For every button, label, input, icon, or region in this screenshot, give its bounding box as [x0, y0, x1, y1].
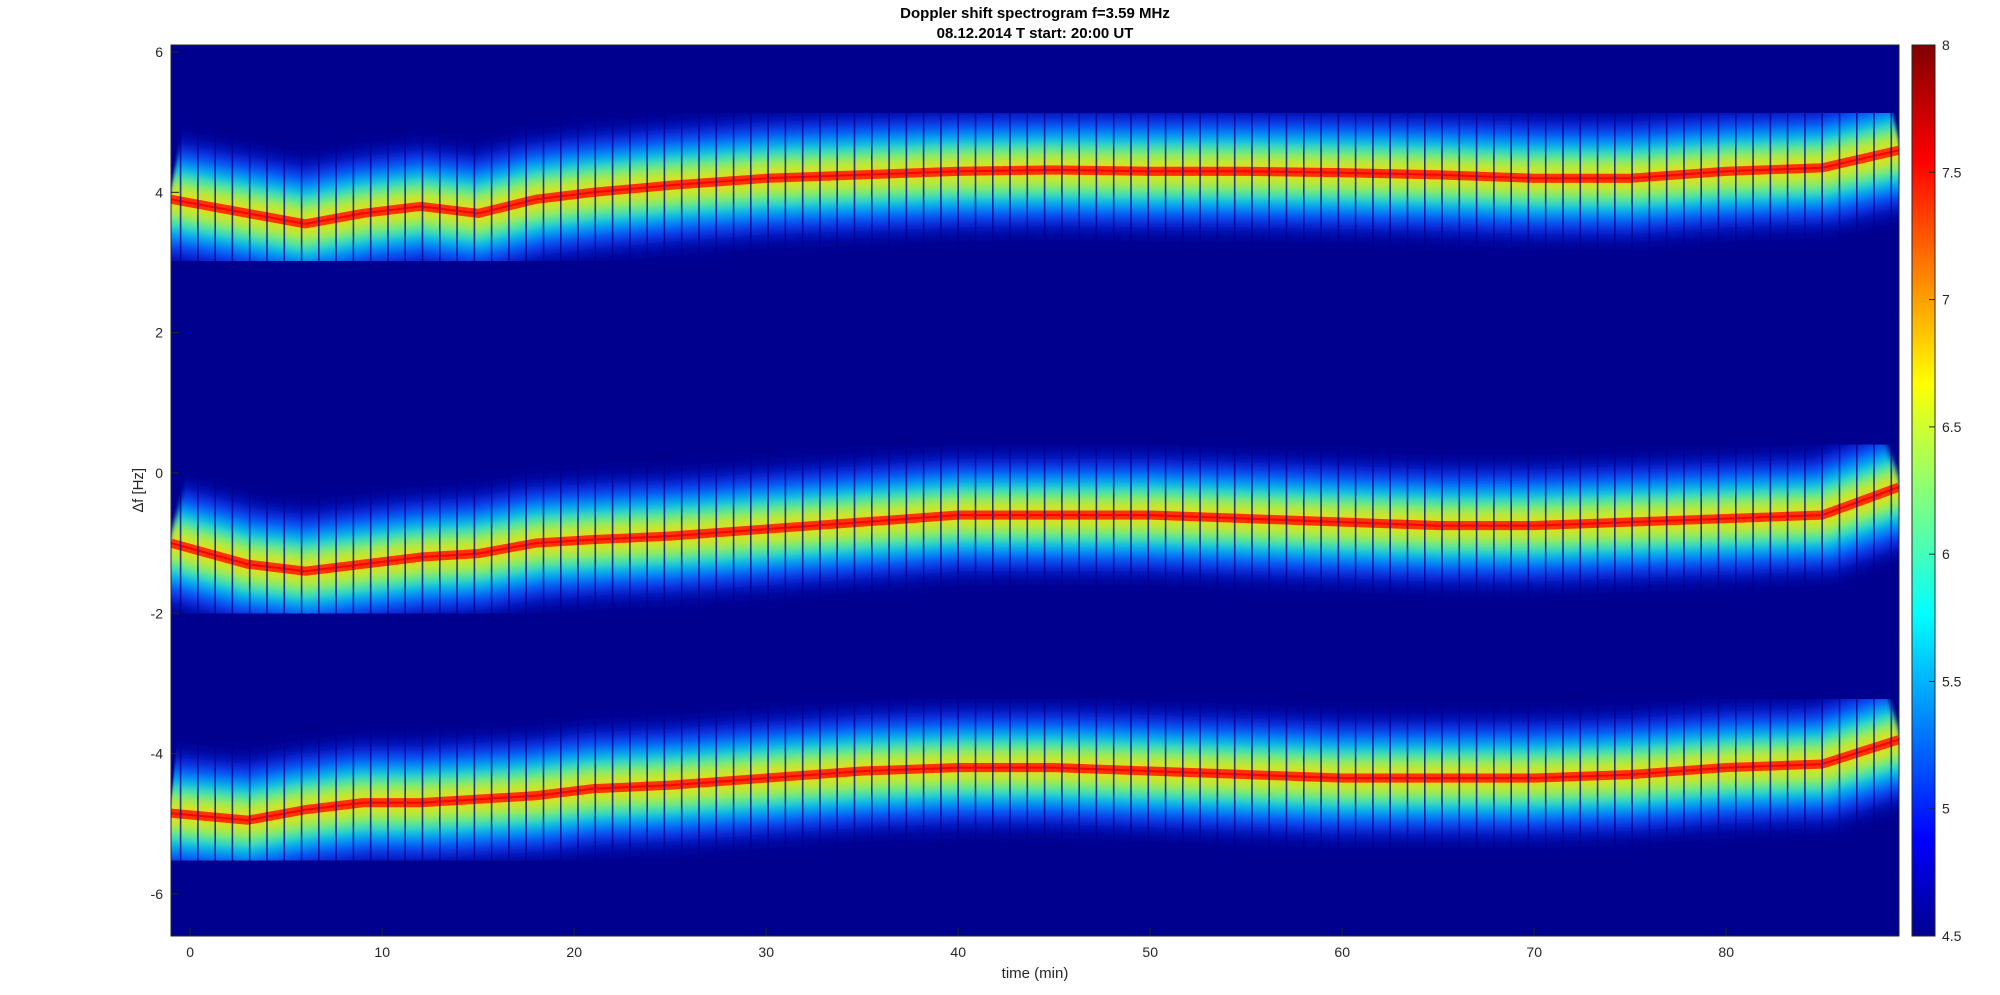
- x-tick-label: 50: [1142, 944, 1158, 960]
- y-axis-ticks: 6 4 2 0 -2 -4 -6: [151, 44, 179, 902]
- signal-band-3-trace: [171, 738, 1899, 822]
- colorbar-tick-label: 8: [1942, 37, 1950, 53]
- x-tick-label: 10: [374, 944, 390, 960]
- chart-title: Doppler shift spectrogram f=3.59 MHz: [900, 5, 1170, 22]
- x-tick-label: 30: [758, 944, 774, 960]
- signal-band-2: [171, 434, 1899, 628]
- signal-band-2-trace: [171, 486, 1899, 573]
- colorbar-tick-label: 5: [1942, 801, 1950, 817]
- y-tick-label: 6: [155, 44, 163, 60]
- colorbar-tick-label: 7: [1942, 292, 1950, 308]
- x-tick-label: 0: [186, 944, 194, 960]
- x-axis-label: time (min): [1002, 965, 1069, 982]
- colorbar-tick-label: 4.5: [1942, 928, 1962, 944]
- y-tick-label: -6: [151, 886, 164, 902]
- signal-band-3: [171, 686, 1899, 877]
- y-axis-label: ∆f [Hz]: [130, 468, 147, 512]
- x-tick-label: 20: [566, 944, 582, 960]
- x-tick-label: 40: [950, 944, 966, 960]
- y-tick-label: 4: [155, 184, 163, 200]
- y-tick-label: -2: [151, 605, 164, 621]
- plot-area: [171, 45, 1899, 936]
- colorbar-tick-label: 6.5: [1942, 419, 1962, 435]
- chart-titles: Doppler shift spectrogram f=3.59 MHz 08.…: [900, 5, 1170, 42]
- x-tick-label: 70: [1526, 944, 1542, 960]
- colorbar-tick-label: 6: [1942, 546, 1950, 562]
- plot-frame: [170, 44, 1900, 937]
- colorbar-gradient: [1911, 44, 1936, 937]
- y-tick-label: 2: [155, 325, 163, 341]
- signal-band-1: [171, 95, 1899, 281]
- x-tick-label: 60: [1334, 944, 1350, 960]
- y-tick-label: -4: [151, 746, 164, 762]
- y-tick-label: 0: [155, 465, 163, 481]
- colorbar: 8 7.5 7 6.5 6 5.5 5 4.5: [1911, 37, 1962, 944]
- signal-bands: [171, 95, 1899, 877]
- time-gaps: [179, 45, 1893, 936]
- colorbar-ticks: 8 7.5 7 6.5 6 5.5 5 4.5: [1929, 37, 1962, 944]
- colorbar-tick-label: 7.5: [1942, 164, 1962, 180]
- colorbar-tick-label: 5.5: [1942, 673, 1962, 689]
- signal-band-1-trace: [171, 149, 1899, 225]
- chart-subtitle: 08.12.2014 T start: 20:00 UT: [937, 25, 1134, 42]
- x-axis-ticks: 0 10 20 30 40 50 60 70 80: [186, 928, 1734, 960]
- x-tick-label: 80: [1718, 944, 1734, 960]
